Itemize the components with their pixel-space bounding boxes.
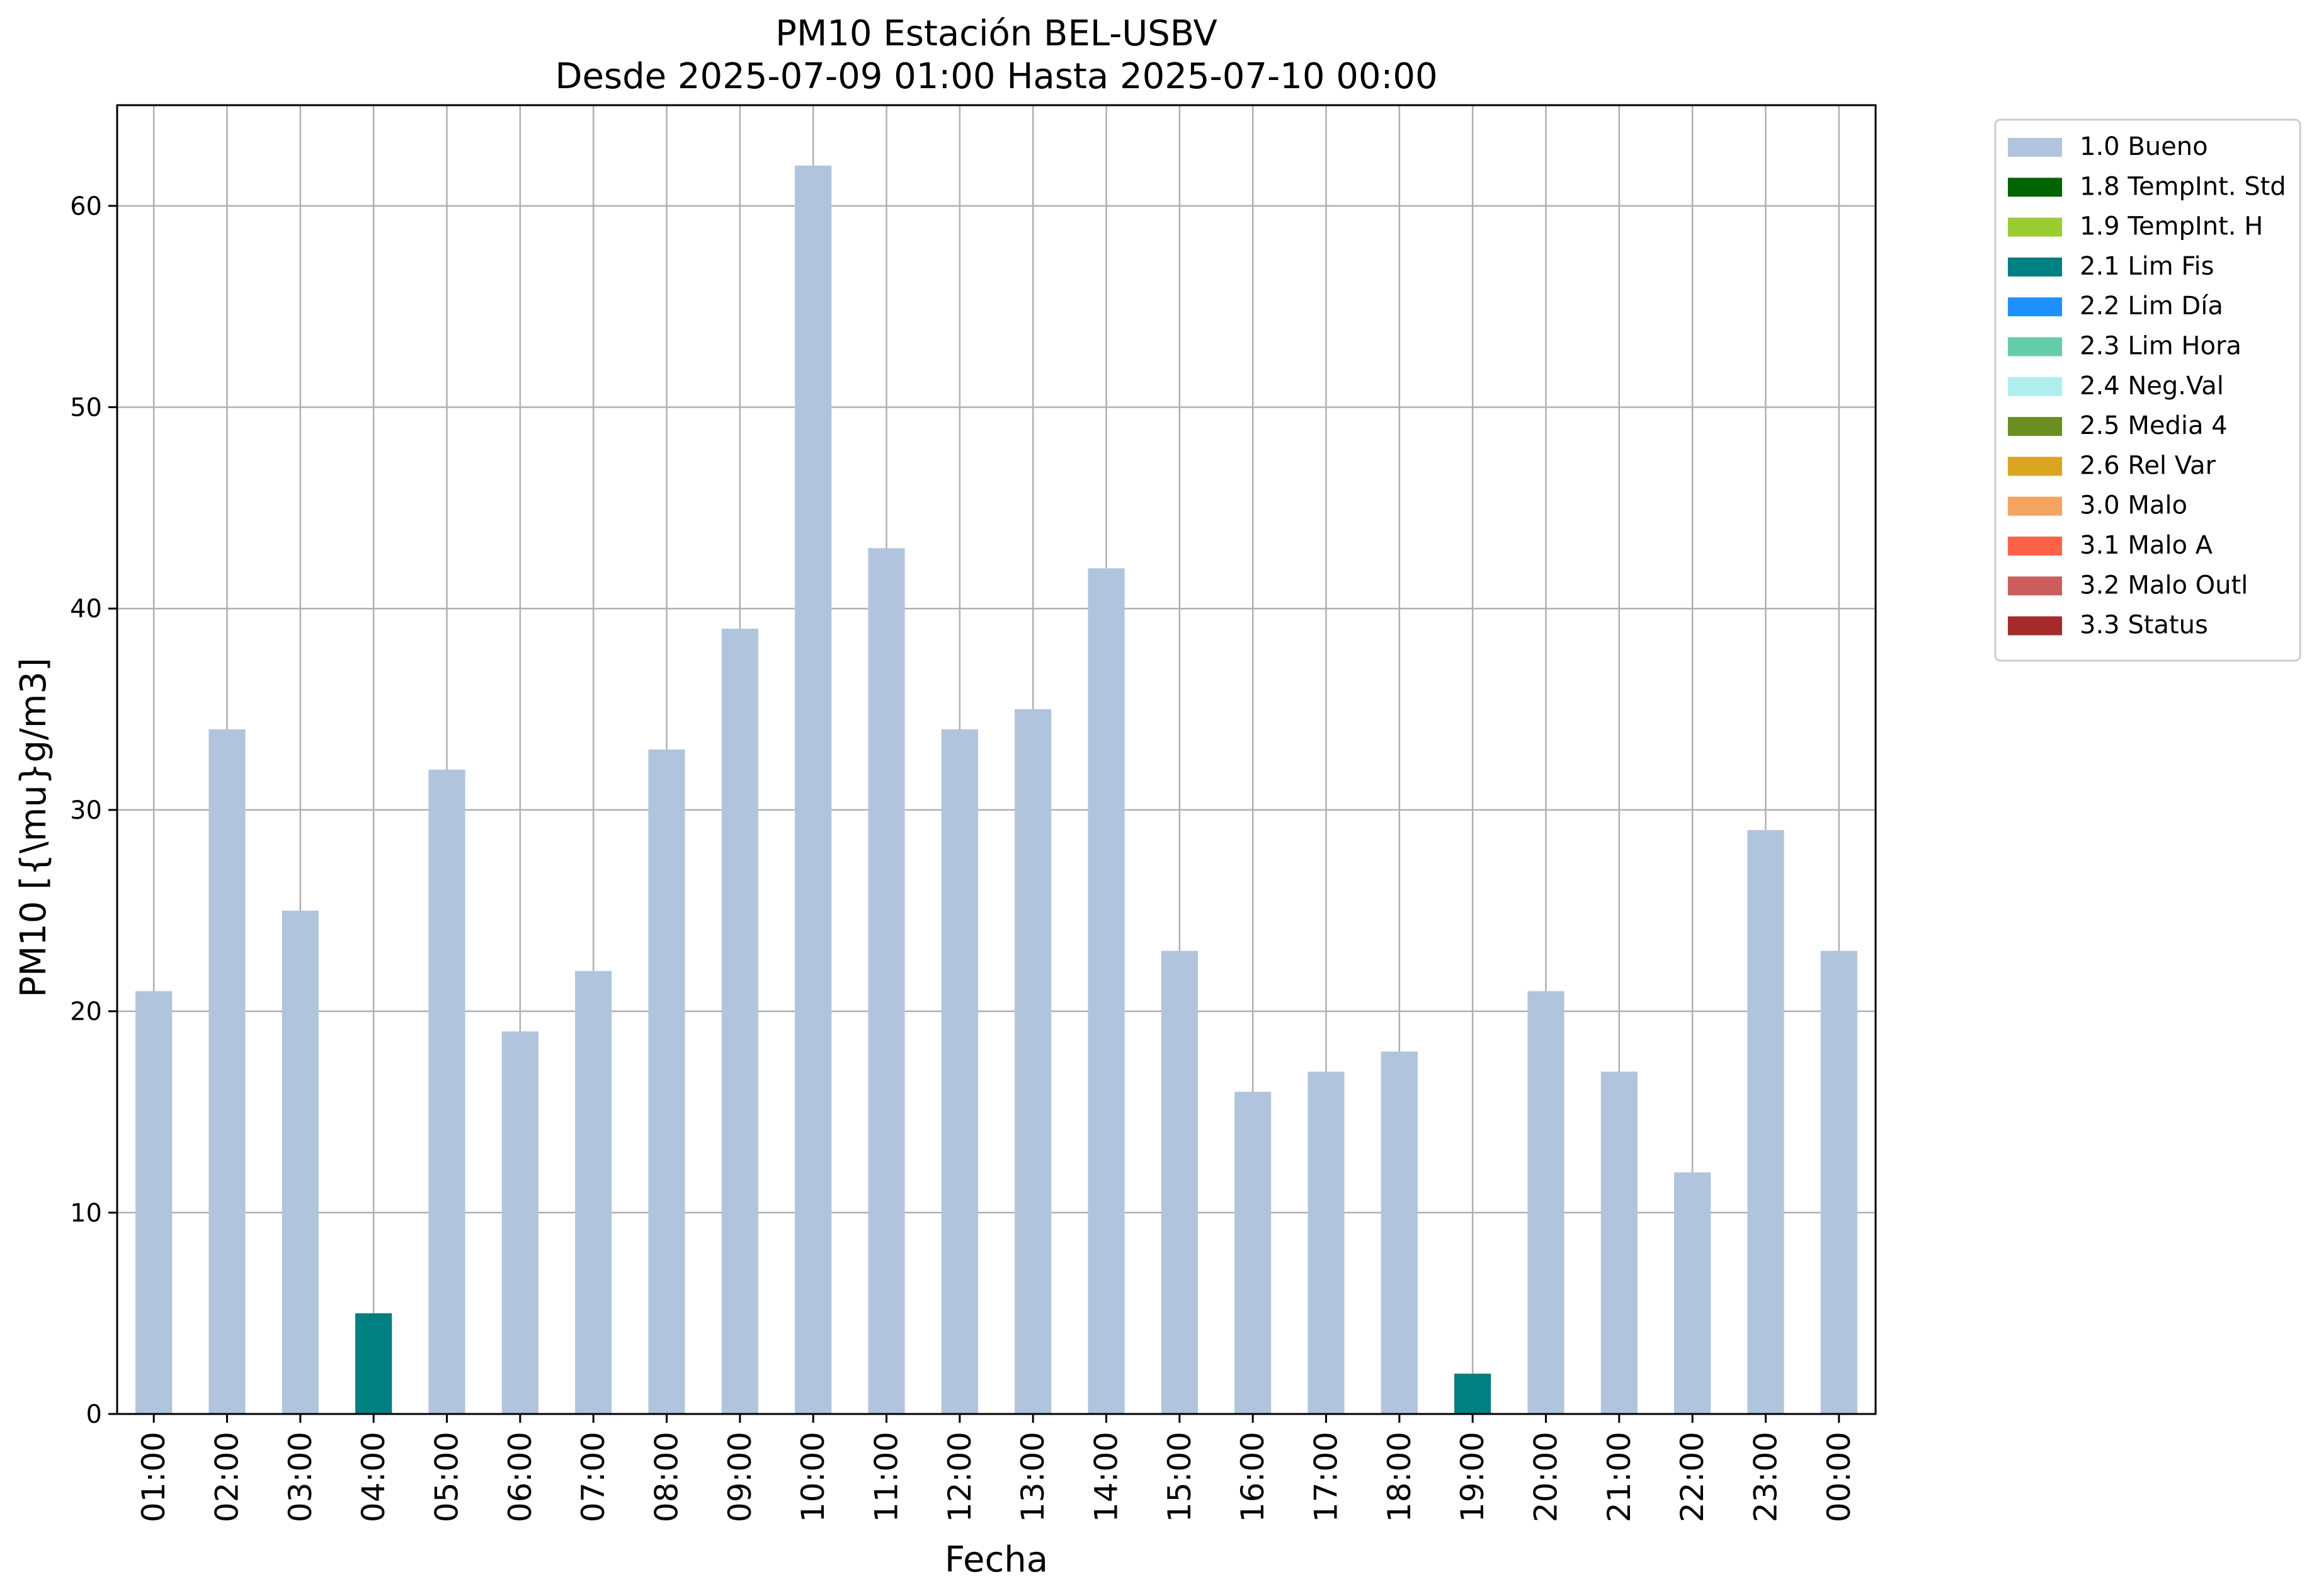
legend-swatch [2008,337,2062,356]
bar [501,1031,538,1414]
legend-swatch [2008,138,2062,157]
legend-swatch [2008,576,2062,596]
bar [1527,991,1564,1414]
bar [1747,829,1784,1414]
legend-swatch [2008,616,2062,636]
legend-label: 2.6 Rel Var [2080,451,2216,480]
y-tick-label: 40 [70,595,102,624]
legend-swatch [2008,417,2062,436]
bar [1381,1051,1418,1414]
legend-label: 3.1 Malo A [2080,531,2213,560]
x-tick-label: 21:00 [1601,1432,1638,1522]
x-tick-label: 03:00 [282,1432,319,1522]
bar [1308,1071,1345,1414]
y-axis-label: PM10 [{\mu}g/m3] [13,658,54,998]
y-tick-label: 60 [70,192,102,221]
legend-label: 1.8 TempInt. Std [2080,172,2286,201]
legend-label: 2.1 Lim Fis [2080,252,2214,281]
legend-swatch [2008,457,2062,476]
bar [795,165,832,1414]
bar [868,548,905,1415]
x-axis-label: Fecha [945,1539,1048,1580]
bar [1088,568,1125,1415]
legend-swatch [2008,257,2062,276]
x-tick-label: 16:00 [1234,1432,1271,1522]
axes: 0 10 20 30 40 50 60 01:00 02:00 03:00 04:00 05:00 06… [70,104,1877,1522]
legend-label: 3.0 Malo [2080,491,2187,520]
x-tick-label: 01:00 [135,1432,172,1522]
x-tick-label: 11:00 [869,1432,905,1522]
bar [1234,1092,1272,1414]
legend-swatch [2008,377,2062,396]
bars [135,165,1857,1415]
x-tick-label: 09:00 [722,1432,758,1522]
bar [1454,1374,1491,1414]
bar [941,729,978,1414]
bar [282,910,319,1414]
x-tick-label: 18:00 [1381,1432,1418,1522]
chart-title: PM10 Estación BEL-USBV [775,13,1217,54]
bar [208,729,246,1414]
y-tick-label: 0 [86,1400,102,1429]
bar [1820,950,1857,1414]
x-tick-label: 10:00 [795,1432,831,1522]
x-tick-label: 19:00 [1454,1432,1491,1522]
legend-swatch [2008,537,2062,556]
bar [1674,1172,1711,1414]
x-tick-label: 13:00 [1015,1432,1051,1522]
legend-swatch [2008,217,2062,237]
x-tick-label: 04:00 [355,1432,392,1522]
x-tick-label: 05:00 [429,1432,465,1522]
x-tick-label: 12:00 [942,1432,978,1522]
bar [428,769,465,1414]
bar [355,1313,392,1414]
legend-label: 3.3 Status [2080,611,2208,640]
legend-swatch [2008,178,2062,197]
y-tick-label: 10 [70,1199,102,1228]
legend: 1.0 Bueno 1.8 TempInt. Std 1.9 TempInt. H 2… [1994,118,2301,662]
bar [1015,709,1052,1414]
legend-label: 2.5 Media 4 [2080,411,2228,440]
bar [721,629,758,1415]
x-tick-label: 14:00 [1088,1432,1125,1522]
x-tick-label: 02:00 [209,1432,246,1522]
x-tick-label: 15:00 [1161,1432,1198,1522]
x-tick-label: 07:00 [575,1432,612,1522]
legend-swatch [2008,496,2062,516]
y-tick-label: 20 [70,998,102,1027]
x-tick-label: 00:00 [1821,1432,1857,1522]
y-tick-label: 30 [70,796,102,825]
legend-label: 2.3 Lim Hora [2080,332,2242,361]
legend-label: 2.4 Neg.Val [2080,372,2224,401]
bar [575,971,612,1414]
bar [1600,1071,1638,1414]
legend-label: 1.9 TempInt. H [2080,212,2263,241]
legend-label: 3.2 Malo Outl [2080,571,2248,600]
x-tick-label: 06:00 [502,1432,538,1522]
x-tick-label: 08:00 [649,1432,685,1522]
legend-label: 1.0 Bueno [2080,132,2208,161]
x-tick-label: 20:00 [1528,1432,1564,1522]
bar [1161,950,1198,1414]
legend-label: 2.2 Lim Día [2080,292,2223,321]
y-tick-label: 50 [70,394,102,423]
plot-frame [116,104,1877,1415]
x-tick-label: 23:00 [1748,1432,1784,1522]
bar [648,750,685,1414]
x-tick-label: 22:00 [1674,1432,1711,1522]
legend-box [1994,118,2301,662]
x-tick-label: 17:00 [1308,1432,1345,1522]
bar [135,991,173,1414]
chart-subtitle: Desde 2025-07-09 01:00 Hasta 2025-07-10 … [555,56,1437,97]
legend-swatch [2008,297,2062,317]
